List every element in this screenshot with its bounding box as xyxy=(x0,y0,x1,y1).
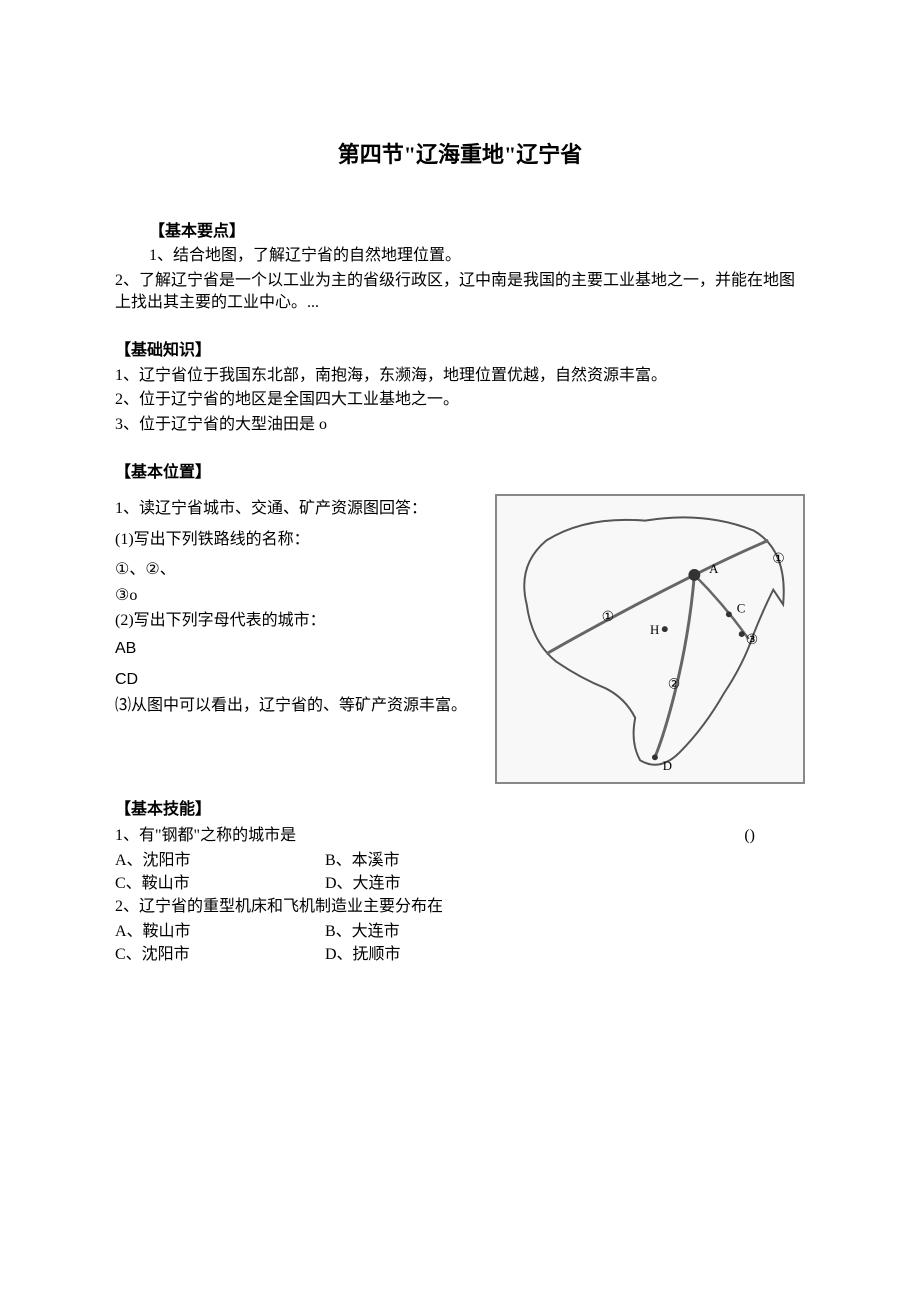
city-marker xyxy=(662,626,668,632)
position-q1-items: ①、②、 xyxy=(115,555,477,585)
basic-knowledge-item: 1、辽宁省位于我国东北部，南抱海，东濒海，地理位置优越，自然资源丰富。 xyxy=(115,365,805,387)
basic-points-item: 1、结合地图，了解辽宁省的自然地理位置。 xyxy=(115,245,805,267)
position-q1-items2: ③o xyxy=(115,585,477,607)
skills-q1-a: A、沈阳市 xyxy=(115,849,325,872)
basic-position-heading: 【基本位置】 xyxy=(115,462,805,484)
basic-knowledge-item: 2、位于辽宁省的地区是全国四大工业基地之一。 xyxy=(115,389,805,411)
skills-q1-c: C、鞍山市 xyxy=(115,872,325,895)
position-q2: (2)写出下列字母代表的城市： xyxy=(115,610,477,632)
skills-q1-d: D、大连市 xyxy=(325,872,805,895)
city-marker xyxy=(652,755,658,761)
skills-q2-b: B、大连市 xyxy=(325,920,805,943)
basic-knowledge-heading: 【基础知识】 xyxy=(115,340,805,362)
skills-q1-row2: C、鞍山市 D、大连市 xyxy=(115,872,805,895)
position-q3: ⑶从图中可以看出，辽宁省的、等矿产资源丰富。 xyxy=(115,695,477,717)
map-label-a: A xyxy=(709,562,719,576)
city-marker xyxy=(739,631,745,637)
map-label-h: H xyxy=(650,623,659,637)
city-marker xyxy=(726,612,732,618)
map-figure: A H C D ① ① ② ③ xyxy=(495,494,805,784)
skills-q2-row1: A、鞍山市 B、大连市 xyxy=(115,920,805,943)
position-q2-ab: AB xyxy=(115,634,477,664)
map-label-c: C xyxy=(737,602,746,616)
skills-q2: 2、辽宁省的重型机床和飞机制造业主要分布在 xyxy=(115,895,805,918)
page-title: 第四节"辽海重地"辽宁省 xyxy=(115,140,805,171)
skills-q1: 1、有"钢都"之称的城市是 () xyxy=(115,824,805,847)
map-label-circ2: ② xyxy=(668,677,680,692)
basic-skills-heading: 【基本技能】 xyxy=(115,798,805,821)
skills-q1-b: B、本溪市 xyxy=(325,849,805,872)
map-label-circ1: ① xyxy=(772,551,784,566)
skills-q2-c: C、沈阳市 xyxy=(115,943,325,966)
skills-q2-row2: C、沈阳市 D、抚顺市 xyxy=(115,943,805,966)
skills-q1-row1: A、沈阳市 B、本溪市 xyxy=(115,849,805,872)
basic-knowledge-item: 3、位于辽宁省的大型油田是 o xyxy=(115,414,805,436)
basic-points-heading: 【基本要点】 xyxy=(115,221,805,243)
skills-q1-text: 1、有"钢都"之称的城市是 xyxy=(115,827,296,844)
map-label-circ3: ③ xyxy=(746,632,758,647)
map-svg: A H C D ① ① ② ③ xyxy=(497,496,803,782)
basic-points-item: 2、了解辽宁省是一个以工业为主的省级行政区，辽中南是我国的主要工业基地之一，并能… xyxy=(115,270,805,315)
railway-line-2 xyxy=(655,575,694,757)
position-intro: 1、读辽宁省城市、交通、矿产资源图回答： xyxy=(115,494,477,524)
map-label-d: D xyxy=(663,759,672,773)
skills-q2-a: A、鞍山市 xyxy=(115,920,325,943)
map-label-circ1b: ① xyxy=(602,610,614,625)
skills-q1-paren: () xyxy=(744,824,755,847)
position-q1: (1)写出下列铁路线的名称： xyxy=(115,525,477,555)
skills-q2-d: D、抚顺市 xyxy=(325,943,805,966)
position-q2-cd: CD xyxy=(115,665,477,695)
city-marker xyxy=(688,569,700,581)
